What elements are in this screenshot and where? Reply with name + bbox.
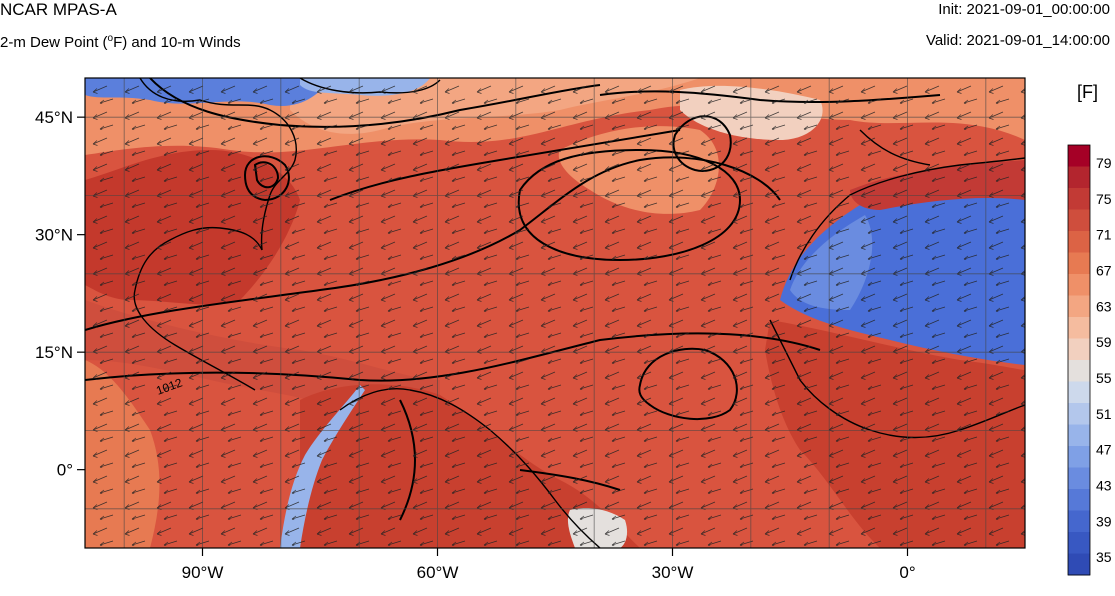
lon-tick-label: 90°W xyxy=(182,563,224,582)
colorbar-segment xyxy=(1068,338,1090,361)
colorbar-segment xyxy=(1068,381,1090,404)
graticule xyxy=(85,78,1025,548)
colorbar-segment xyxy=(1068,188,1090,210)
colorbar-label: 71 xyxy=(1096,227,1112,243)
lon-tick-label: 60°W xyxy=(417,563,459,582)
lat-tick-label: 0° xyxy=(57,461,73,480)
colorbar-segment xyxy=(1068,360,1090,382)
colorbar-segment xyxy=(1068,446,1090,468)
colorbar-label: 39 xyxy=(1096,513,1112,529)
colorbar-segment xyxy=(1068,489,1090,511)
lon-axis: 90°W 60°W 30°W 0° xyxy=(182,548,916,582)
colorbar-segment xyxy=(1068,145,1090,167)
lat-tick-label: 15°N xyxy=(35,343,73,362)
colorbar-segment xyxy=(1068,231,1090,253)
colorbar-segment xyxy=(1068,510,1090,533)
degree-mark: o xyxy=(107,33,114,44)
field-title: 2-m Dew Point (oF) and 10-m Winds xyxy=(0,30,241,52)
colorbar-label: 67 xyxy=(1096,262,1112,278)
colorbar-label: 79 xyxy=(1096,155,1112,171)
colorbar-label: 55 xyxy=(1096,370,1112,386)
lon-tick-label: 0° xyxy=(899,563,915,582)
field-prefix: 2-m Dew Point ( xyxy=(0,34,108,51)
colorbar-segment xyxy=(1068,209,1090,232)
lat-tick-label: 30°N xyxy=(35,226,73,245)
colorbar-label: 47 xyxy=(1096,442,1112,458)
colorbar-label: 59 xyxy=(1096,334,1112,350)
colorbar-segment xyxy=(1068,295,1090,318)
colorbar-segment xyxy=(1068,274,1090,296)
wind-vectors xyxy=(85,78,1025,548)
colorbar-segment xyxy=(1068,166,1090,189)
colorbar: 79 75 71 67 63 59 55 51 47 43 39 35 xyxy=(1067,144,1112,576)
colorbar-segment xyxy=(1068,467,1090,490)
model-title: NCAR MPAS-A xyxy=(0,0,117,19)
colorbar-label: 63 xyxy=(1096,298,1112,314)
colorbar-segment xyxy=(1068,424,1090,447)
lon-tick-label: 30°W xyxy=(652,563,694,582)
colorbar-label: 35 xyxy=(1096,549,1112,565)
lat-axis: 45°N 30°N 15°N 0° xyxy=(35,108,85,480)
colorbar-label: 75 xyxy=(1096,191,1112,207)
colorbar-label: 51 xyxy=(1096,406,1112,422)
colorbar-unit: [F] xyxy=(1077,82,1098,102)
map-frame xyxy=(84,77,1026,549)
colorbar-segment xyxy=(1068,553,1090,576)
colorbar-segment xyxy=(1068,532,1090,554)
lat-tick-label: 45°N xyxy=(35,108,73,127)
colorbar-segment xyxy=(1068,403,1090,425)
field-suffix: F) and 10-m Winds xyxy=(113,34,241,51)
colorbar-segment xyxy=(1068,317,1090,339)
colorbar-label: 43 xyxy=(1096,477,1112,493)
init-time: Init: 2021-09-01_00:00:00 xyxy=(938,1,1110,18)
colorbar-frame xyxy=(1067,144,1091,576)
valid-time: Valid: 2021-09-01_14:00:00 xyxy=(925,32,1110,49)
colorbar-segment xyxy=(1068,252,1090,275)
map-field: 1012 xyxy=(85,78,1025,548)
